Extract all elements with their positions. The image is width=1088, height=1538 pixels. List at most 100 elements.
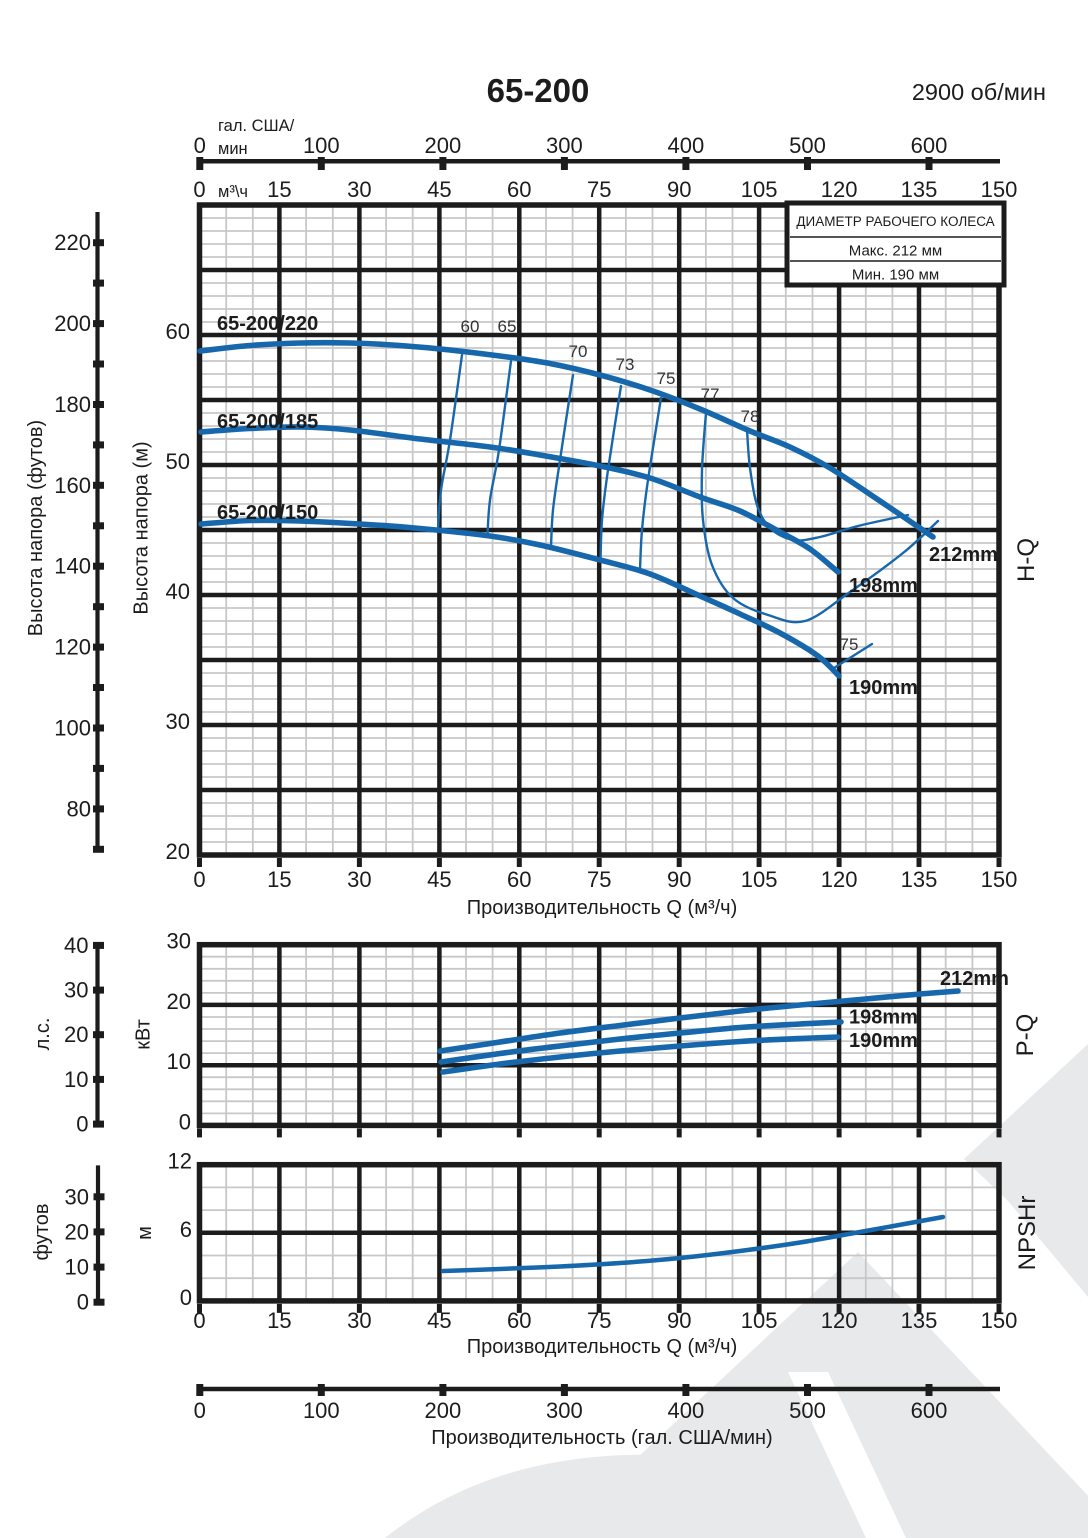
svg-text:90: 90 — [667, 867, 691, 892]
svg-text:60: 60 — [507, 867, 531, 892]
svg-text:135: 135 — [901, 1308, 938, 1333]
svg-text:H-Q: H-Q — [1013, 538, 1040, 582]
svg-text:212mm: 212mm — [940, 968, 1009, 990]
svg-text:65-200: 65-200 — [487, 72, 590, 109]
svg-text:30: 30 — [166, 709, 190, 734]
svg-text:120: 120 — [821, 867, 858, 892]
svg-text:Производительность Q (м³/ч): Производительность Q (м³/ч) — [467, 1336, 738, 1358]
svg-text:2900 об/мин: 2900 об/мин — [912, 79, 1046, 105]
svg-text:60: 60 — [461, 317, 480, 336]
svg-text:Производительность Q (м³/ч): Производительность Q (м³/ч) — [467, 897, 738, 919]
svg-text:600: 600 — [911, 133, 948, 158]
svg-text:12: 12 — [168, 1149, 192, 1174]
svg-text:30: 30 — [167, 929, 191, 954]
svg-text:0: 0 — [193, 1308, 205, 1333]
svg-text:100: 100 — [303, 1398, 340, 1423]
svg-text:73: 73 — [616, 355, 635, 374]
svg-text:500: 500 — [789, 133, 826, 158]
svg-text:0: 0 — [180, 1285, 192, 1310]
svg-text:500: 500 — [789, 1398, 826, 1423]
svg-text:198mm: 198mm — [849, 1007, 918, 1029]
svg-text:0: 0 — [194, 1398, 206, 1423]
svg-text:60: 60 — [166, 319, 190, 344]
svg-text:30: 30 — [347, 177, 371, 202]
svg-text:мин: мин — [218, 140, 248, 158]
svg-text:90: 90 — [667, 1308, 691, 1333]
svg-text:20: 20 — [166, 839, 190, 864]
svg-text:Высота напора (футов): Высота напора (футов) — [25, 420, 47, 636]
svg-text:л.с.: л.с. — [32, 1018, 54, 1051]
svg-text:600: 600 — [911, 1398, 948, 1423]
svg-text:220: 220 — [54, 230, 91, 255]
svg-text:10: 10 — [65, 1255, 89, 1280]
svg-text:30: 30 — [65, 1184, 89, 1209]
svg-text:Макс. 212 мм: Макс. 212 мм — [849, 243, 942, 260]
svg-text:65-200/185: 65-200/185 — [217, 411, 318, 433]
svg-text:30: 30 — [347, 1308, 371, 1333]
svg-text:400: 400 — [668, 133, 705, 158]
svg-text:0: 0 — [77, 1290, 89, 1315]
svg-text:90: 90 — [667, 177, 691, 202]
svg-text:50: 50 — [166, 449, 190, 474]
svg-text:30: 30 — [64, 978, 88, 1003]
svg-text:70: 70 — [569, 342, 588, 361]
svg-text:300: 300 — [546, 1398, 583, 1423]
svg-text:Высота напора (м): Высота напора (м) — [131, 441, 153, 614]
svg-text:45: 45 — [427, 177, 451, 202]
svg-text:150: 150 — [981, 1308, 1018, 1333]
svg-text:20: 20 — [65, 1219, 89, 1244]
svg-text:75: 75 — [840, 635, 859, 654]
svg-text:футов: футов — [31, 1204, 53, 1261]
svg-text:190mm: 190mm — [849, 677, 918, 699]
svg-text:75: 75 — [587, 177, 611, 202]
svg-text:120: 120 — [821, 1308, 858, 1333]
svg-text:гал. США/: гал. США/ — [218, 117, 295, 135]
svg-text:P-Q: P-Q — [1012, 1014, 1039, 1057]
svg-text:15: 15 — [267, 177, 291, 202]
svg-text:105: 105 — [741, 177, 778, 202]
svg-text:160: 160 — [54, 473, 91, 498]
svg-text:20: 20 — [167, 989, 191, 1014]
svg-text:200: 200 — [54, 311, 91, 336]
svg-text:Мин. 190 мм: Мин. 190 мм — [852, 267, 939, 284]
svg-text:40: 40 — [166, 579, 190, 604]
svg-text:140: 140 — [54, 554, 91, 579]
svg-text:190mm: 190mm — [849, 1030, 918, 1052]
svg-text:15: 15 — [267, 867, 291, 892]
svg-text:65-200/220: 65-200/220 — [217, 313, 318, 335]
svg-text:180: 180 — [54, 392, 91, 417]
svg-text:75: 75 — [587, 1308, 611, 1333]
svg-text:NPSHr: NPSHr — [1014, 1196, 1041, 1271]
svg-text:20: 20 — [64, 1022, 88, 1047]
svg-text:60: 60 — [507, 177, 531, 202]
svg-text:0: 0 — [193, 867, 205, 892]
svg-text:0: 0 — [76, 1112, 88, 1137]
svg-text:120: 120 — [54, 635, 91, 660]
svg-text:300: 300 — [546, 133, 583, 158]
svg-text:150: 150 — [981, 867, 1018, 892]
svg-text:198mm: 198mm — [849, 575, 918, 597]
svg-text:135: 135 — [901, 867, 938, 892]
svg-text:0: 0 — [194, 133, 206, 158]
svg-text:15: 15 — [267, 1308, 291, 1333]
svg-text:65: 65 — [498, 317, 517, 336]
svg-text:100: 100 — [54, 716, 91, 741]
svg-text:77: 77 — [701, 385, 720, 404]
svg-text:м: м — [134, 1226, 156, 1240]
svg-text:75: 75 — [587, 867, 611, 892]
svg-text:45: 45 — [427, 867, 451, 892]
svg-text:212mm: 212mm — [929, 544, 998, 566]
svg-text:кВт: кВт — [133, 1019, 155, 1050]
svg-text:135: 135 — [901, 177, 938, 202]
svg-text:45: 45 — [427, 1308, 451, 1333]
svg-text:ДИАМЕТР РАБОЧЕГО КОЛЕСА: ДИАМЕТР РАБОЧЕГО КОЛЕСА — [796, 214, 994, 229]
svg-text:400: 400 — [668, 1398, 705, 1423]
svg-text:150: 150 — [981, 177, 1018, 202]
svg-text:200: 200 — [425, 1398, 462, 1423]
svg-text:120: 120 — [821, 177, 858, 202]
svg-text:105: 105 — [741, 867, 778, 892]
svg-text:10: 10 — [64, 1067, 88, 1092]
svg-text:65-200/150: 65-200/150 — [217, 502, 318, 524]
svg-text:78: 78 — [741, 407, 760, 426]
svg-text:0: 0 — [193, 177, 205, 202]
